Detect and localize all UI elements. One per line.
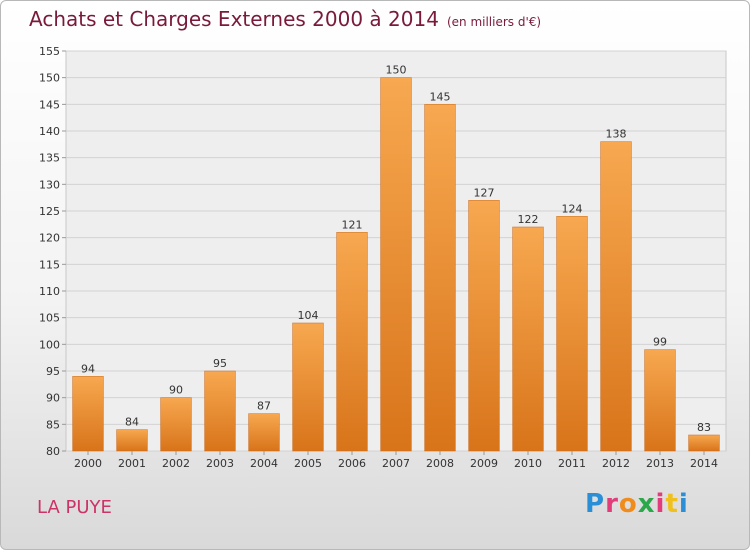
x-tick-label: 2004 bbox=[250, 457, 278, 470]
x-tick-label: 2014 bbox=[690, 457, 718, 470]
x-tick-label: 2010 bbox=[514, 457, 542, 470]
chart-title-text: Achats et Charges Externes 2000 à 2014 bbox=[29, 7, 439, 31]
bar bbox=[336, 232, 368, 452]
x-tick-label: 2001 bbox=[118, 457, 146, 470]
x-tick-label: 2011 bbox=[558, 457, 586, 470]
y-tick-label: 125 bbox=[39, 205, 60, 218]
y-tick-label: 95 bbox=[46, 365, 60, 378]
bar bbox=[204, 370, 236, 452]
logo-letter: i bbox=[678, 489, 689, 519]
x-tick-label: 2000 bbox=[74, 457, 102, 470]
value-label: 104 bbox=[298, 309, 319, 322]
logo-letter: r bbox=[605, 489, 619, 519]
bar bbox=[380, 77, 412, 452]
y-tick-label: 100 bbox=[39, 338, 60, 351]
value-label: 87 bbox=[257, 400, 271, 413]
logo-letter: x bbox=[637, 489, 656, 519]
y-tick-label: 120 bbox=[39, 232, 60, 245]
value-labels: 94 84 90 95 87 104 121 150 145 127 122 124 138 99 83 bbox=[81, 64, 711, 434]
x-tick-label: 2008 bbox=[426, 457, 454, 470]
bar bbox=[248, 413, 280, 452]
value-label: 124 bbox=[562, 202, 583, 215]
value-label: 138 bbox=[606, 128, 627, 141]
chart-unit: (en milliers d'€) bbox=[446, 15, 542, 29]
logo-letter: t bbox=[665, 489, 679, 519]
bar bbox=[556, 216, 588, 452]
x-tick-label: 2006 bbox=[338, 457, 366, 470]
x-tick-label: 2002 bbox=[162, 457, 190, 470]
proxiti-logo: Proxiti bbox=[585, 489, 689, 519]
bar bbox=[512, 226, 544, 452]
x-tick-label: 2005 bbox=[294, 457, 322, 470]
value-label: 127 bbox=[474, 186, 495, 199]
value-label: 121 bbox=[342, 218, 363, 231]
y-tick-label: 115 bbox=[39, 258, 60, 271]
value-label: 94 bbox=[81, 362, 95, 375]
y-tick-label: 155 bbox=[39, 45, 60, 58]
y-tick-label: 105 bbox=[39, 312, 60, 325]
location-label: LA PUYE bbox=[37, 497, 112, 518]
y-tick-label: 90 bbox=[46, 392, 60, 405]
bar bbox=[600, 141, 632, 452]
value-label: 99 bbox=[653, 336, 667, 349]
x-tick-label: 2013 bbox=[646, 457, 674, 470]
bar bbox=[72, 376, 104, 452]
bar bbox=[644, 349, 676, 452]
y-tick-label: 130 bbox=[39, 178, 60, 191]
bar bbox=[688, 434, 720, 452]
logo-letter: P bbox=[585, 489, 606, 519]
y-axis: 80 85 90 95 100 105 110 115 120 125 130 135 140 145 15… bbox=[39, 45, 66, 458]
x-tick-label: 2012 bbox=[602, 457, 630, 470]
y-tick-label: 135 bbox=[39, 152, 60, 165]
value-label: 90 bbox=[169, 384, 183, 397]
logo-letter: o bbox=[618, 489, 638, 519]
value-label: 84 bbox=[125, 416, 139, 429]
y-tick-label: 145 bbox=[39, 98, 60, 111]
x-axis: 2000 2001 2002 2003 2004 2005 2006 2007 2008 2009… bbox=[74, 451, 718, 470]
bar bbox=[160, 397, 192, 452]
chart-title: Achats et Charges Externes 2000 à 2014 (e… bbox=[29, 7, 541, 31]
y-tick-label: 85 bbox=[46, 418, 60, 431]
bar bbox=[468, 200, 500, 452]
value-label: 83 bbox=[697, 421, 711, 434]
x-tick-label: 2003 bbox=[206, 457, 234, 470]
value-label: 150 bbox=[386, 64, 407, 77]
x-tick-label: 2009 bbox=[470, 457, 498, 470]
value-label: 122 bbox=[518, 213, 539, 226]
bar bbox=[116, 429, 148, 452]
y-tick-label: 140 bbox=[39, 125, 60, 138]
value-label: 145 bbox=[430, 90, 451, 103]
bars bbox=[72, 77, 720, 452]
bar bbox=[424, 104, 456, 452]
logo-letter: i bbox=[655, 489, 666, 519]
value-label: 95 bbox=[213, 357, 227, 370]
y-tick-label: 110 bbox=[39, 285, 60, 298]
y-tick-label: 150 bbox=[39, 72, 60, 85]
x-tick-label: 2007 bbox=[382, 457, 410, 470]
y-tick-label: 80 bbox=[46, 445, 60, 458]
bar bbox=[292, 322, 324, 452]
